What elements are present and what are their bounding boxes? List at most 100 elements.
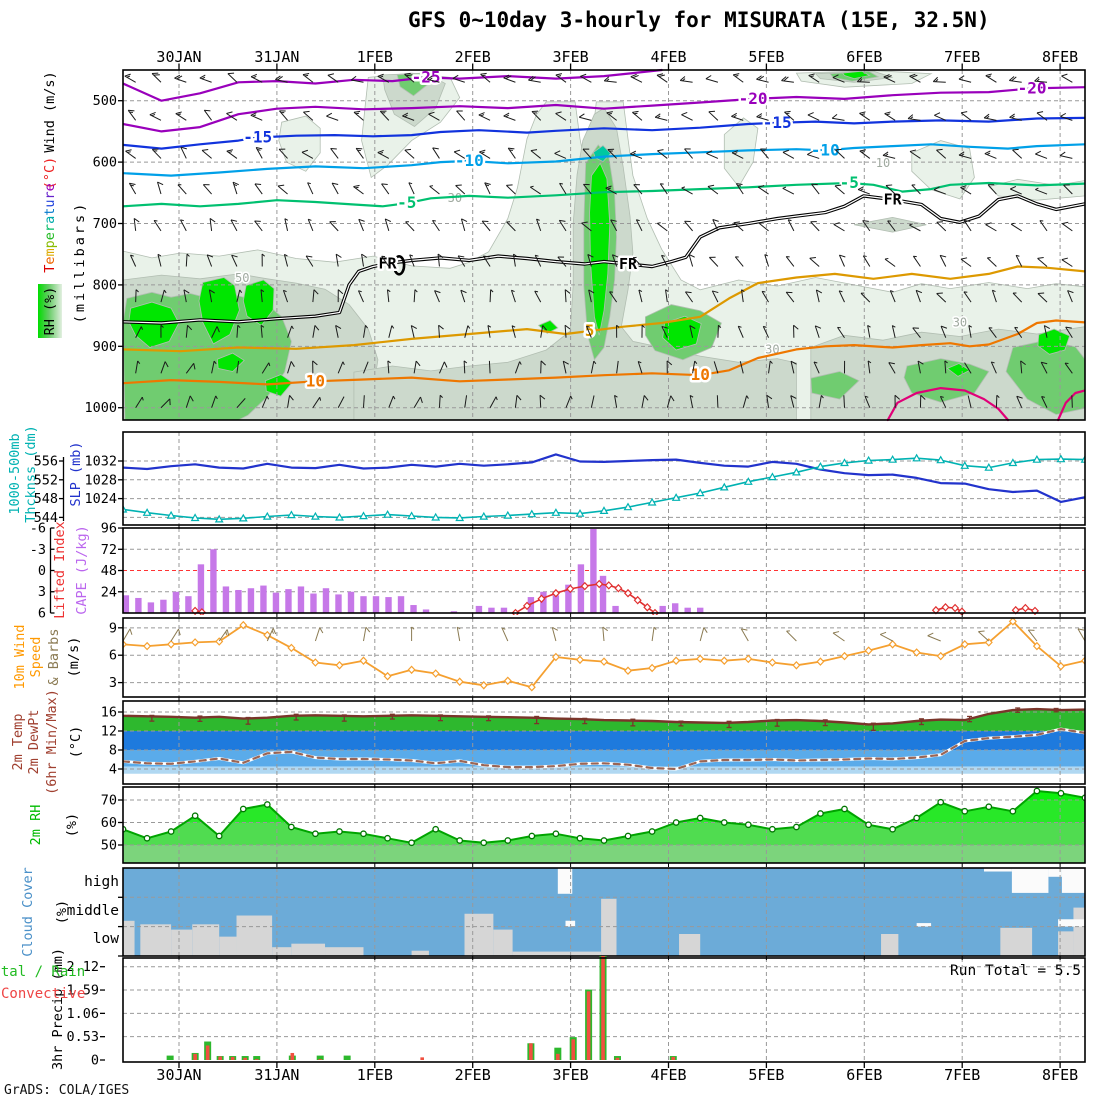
- rh-marker: [336, 828, 343, 835]
- precip-total-bar: [166, 1055, 174, 1060]
- axis-label: 50: [101, 838, 117, 854]
- panel-group: [123, 956, 1085, 1062]
- precip-conv-bar: [290, 1052, 295, 1060]
- date-label: 31JAN: [254, 1066, 299, 1084]
- cloud-mid-bar: [916, 923, 932, 927]
- axis-label: 2.12: [66, 959, 99, 975]
- axis-label: 548: [34, 491, 58, 507]
- rh-marker: [360, 830, 367, 838]
- cape-bar: [422, 609, 430, 613]
- axis-label: -5: [397, 193, 416, 212]
- axis-label: 3: [38, 584, 46, 600]
- axis-title: Lifted Index: [52, 521, 68, 619]
- cape-bar: [500, 607, 508, 613]
- axis-label: 500: [93, 93, 117, 109]
- axis-label: 1032: [84, 454, 117, 470]
- axis-label: -20: [739, 89, 768, 108]
- date-label: 6FEB: [846, 48, 882, 66]
- cape-bar: [197, 564, 205, 613]
- cape-bar: [565, 584, 572, 613]
- axis-label: low: [93, 931, 119, 947]
- rh-marker: [504, 837, 512, 844]
- rh-marker: [239, 805, 247, 813]
- cape-bar: [172, 591, 180, 613]
- cape-bar: [123, 595, 130, 613]
- precip-total-bar: [253, 1056, 261, 1060]
- cape-bar: [659, 605, 666, 613]
- axis-label: 70: [101, 793, 117, 809]
- cape-bar: [160, 599, 167, 613]
- precip-conv-bar: [571, 1039, 576, 1060]
- cloud-low-bar: [1000, 927, 1033, 956]
- run-total-label: Run Total = 5.5: [950, 963, 1081, 979]
- panel-frame: [122, 617, 1086, 698]
- axis-label: -3: [30, 542, 46, 558]
- cloud-low-bar: [325, 947, 364, 956]
- axis-title: 1000-500mb: [7, 433, 23, 515]
- cloud-low-bar: [236, 915, 273, 956]
- axis-label: 50: [235, 271, 249, 285]
- cloud-high-bar: [983, 868, 1012, 872]
- date-label: 5FEB: [748, 48, 784, 66]
- precip-conv-bar: [318, 1059, 323, 1060]
- cloud-low-bar: [464, 913, 494, 956]
- axis-title: 2m DewPt: [26, 709, 42, 775]
- axis-label: 12: [101, 724, 117, 740]
- axis-label: 0: [38, 563, 46, 579]
- rh-marker: [528, 832, 536, 840]
- date-label: 2FEB: [455, 48, 491, 66]
- precip-conv-bar: [230, 1056, 235, 1060]
- rh-marker: [287, 823, 295, 831]
- rh-marker: [624, 832, 632, 840]
- axis-label: FR: [884, 191, 903, 209]
- axis-label: -25: [412, 67, 441, 86]
- date-label: 4FEB: [650, 48, 686, 66]
- panel-frame: [122, 786, 1086, 864]
- cloud-low-bar: [493, 929, 513, 956]
- cloud-high-bar: [1011, 868, 1049, 893]
- rh-marker: [1009, 807, 1017, 815]
- rh-marker: [552, 830, 560, 838]
- cape-bar: [527, 597, 535, 613]
- cape-bar: [372, 596, 380, 613]
- axis-label: 1000: [84, 400, 117, 416]
- date-label: 6FEB: [846, 1066, 882, 1084]
- cloud-low-bar: [411, 950, 429, 956]
- axis-label: 600: [93, 155, 117, 171]
- date-label: 3FEB: [553, 1066, 589, 1084]
- cape-bar: [222, 586, 230, 613]
- temperature-rainbow-label: Temperature: [42, 183, 58, 273]
- panel-frame: [122, 957, 1086, 1063]
- panel-frame: [122, 69, 1086, 421]
- rh-marker: [768, 825, 776, 833]
- cape-bar: [235, 589, 242, 613]
- cloud-high-bar: [1048, 868, 1062, 877]
- axis-label: 5: [585, 321, 595, 340]
- cloud-low-bar: [171, 929, 193, 956]
- date-label: 30JAN: [156, 1066, 201, 1084]
- axis-label: 700: [93, 216, 117, 232]
- axis-title: (millibars): [72, 200, 88, 324]
- axis-label: -15: [243, 128, 272, 147]
- axis-title: Thcknss (dm): [23, 425, 39, 523]
- rh-marker: [576, 834, 584, 842]
- axis-title: (°C): [68, 725, 84, 759]
- precip-conv-bar: [193, 1053, 197, 1060]
- axis-label: 60: [101, 815, 117, 831]
- rh-marker: [312, 830, 319, 838]
- rh-marker: [215, 832, 223, 840]
- rh-marker: [191, 812, 199, 820]
- rh-marker: [1033, 787, 1041, 795]
- cape-bar: [612, 605, 619, 613]
- cape-bar: [260, 585, 267, 613]
- axis-label: 552: [34, 472, 58, 488]
- cloud-low-bar: [192, 924, 220, 956]
- axis-label: high: [84, 874, 119, 890]
- axis-title: Wind (m/s): [42, 71, 58, 153]
- rh-marker: [1057, 789, 1065, 797]
- cloud-low-bar: [291, 943, 326, 956]
- rh-marker: [889, 825, 896, 833]
- panel-group: [123, 453, 1085, 523]
